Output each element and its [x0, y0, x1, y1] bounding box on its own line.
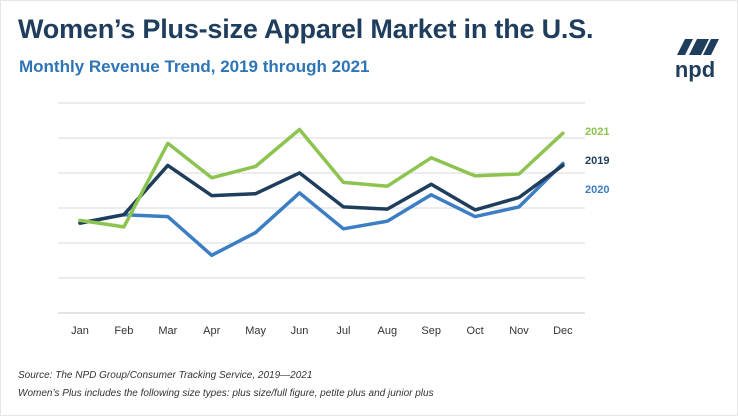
chart-title: Women’s Plus-size Apparel Market in the … [18, 14, 594, 44]
definition-footnote: Women’s Plus includes the following size… [18, 388, 434, 399]
npd-logo: npd [675, 39, 719, 82]
npd-logo-mark-icon [677, 39, 719, 55]
x-tick-label: Sep [421, 325, 441, 337]
x-tick-label: Dec [553, 325, 573, 337]
series-line-2019 [78, 163, 565, 225]
x-tick-label: Nov [509, 325, 529, 337]
x-tick-label: May [245, 325, 266, 337]
series-lines [78, 127, 565, 258]
x-tick-label: Jul [336, 325, 350, 337]
series-line-2021 [78, 127, 565, 229]
chart-subtitle: Monthly Revenue Trend, 2019 through 2021 [19, 57, 370, 76]
npd-logo-text: npd [675, 57, 715, 82]
series-label-2021: 2021 [585, 126, 609, 138]
x-tick-label: Oct [467, 325, 484, 337]
gridlines [58, 102, 585, 314]
x-tick-label: Aug [378, 325, 398, 337]
x-tick-label: Jan [71, 325, 89, 337]
series-label-2020: 2020 [585, 184, 609, 196]
x-tick-label: Mar [158, 325, 177, 337]
series-labels: 2021 2019 2020 [585, 126, 609, 196]
x-tick-label: Feb [114, 325, 133, 337]
x-axis-labels: Jan Feb Mar Apr May Jun Jul Aug Sep Oct Nov Dec [71, 325, 573, 337]
x-tick-label: Apr [203, 325, 220, 337]
series-line-2020 [78, 161, 565, 258]
series-label-2019: 2019 [585, 155, 609, 167]
source-note: Source: The NPD Group/Consumer Tracking … [18, 370, 313, 381]
x-tick-label: Jun [291, 325, 309, 337]
